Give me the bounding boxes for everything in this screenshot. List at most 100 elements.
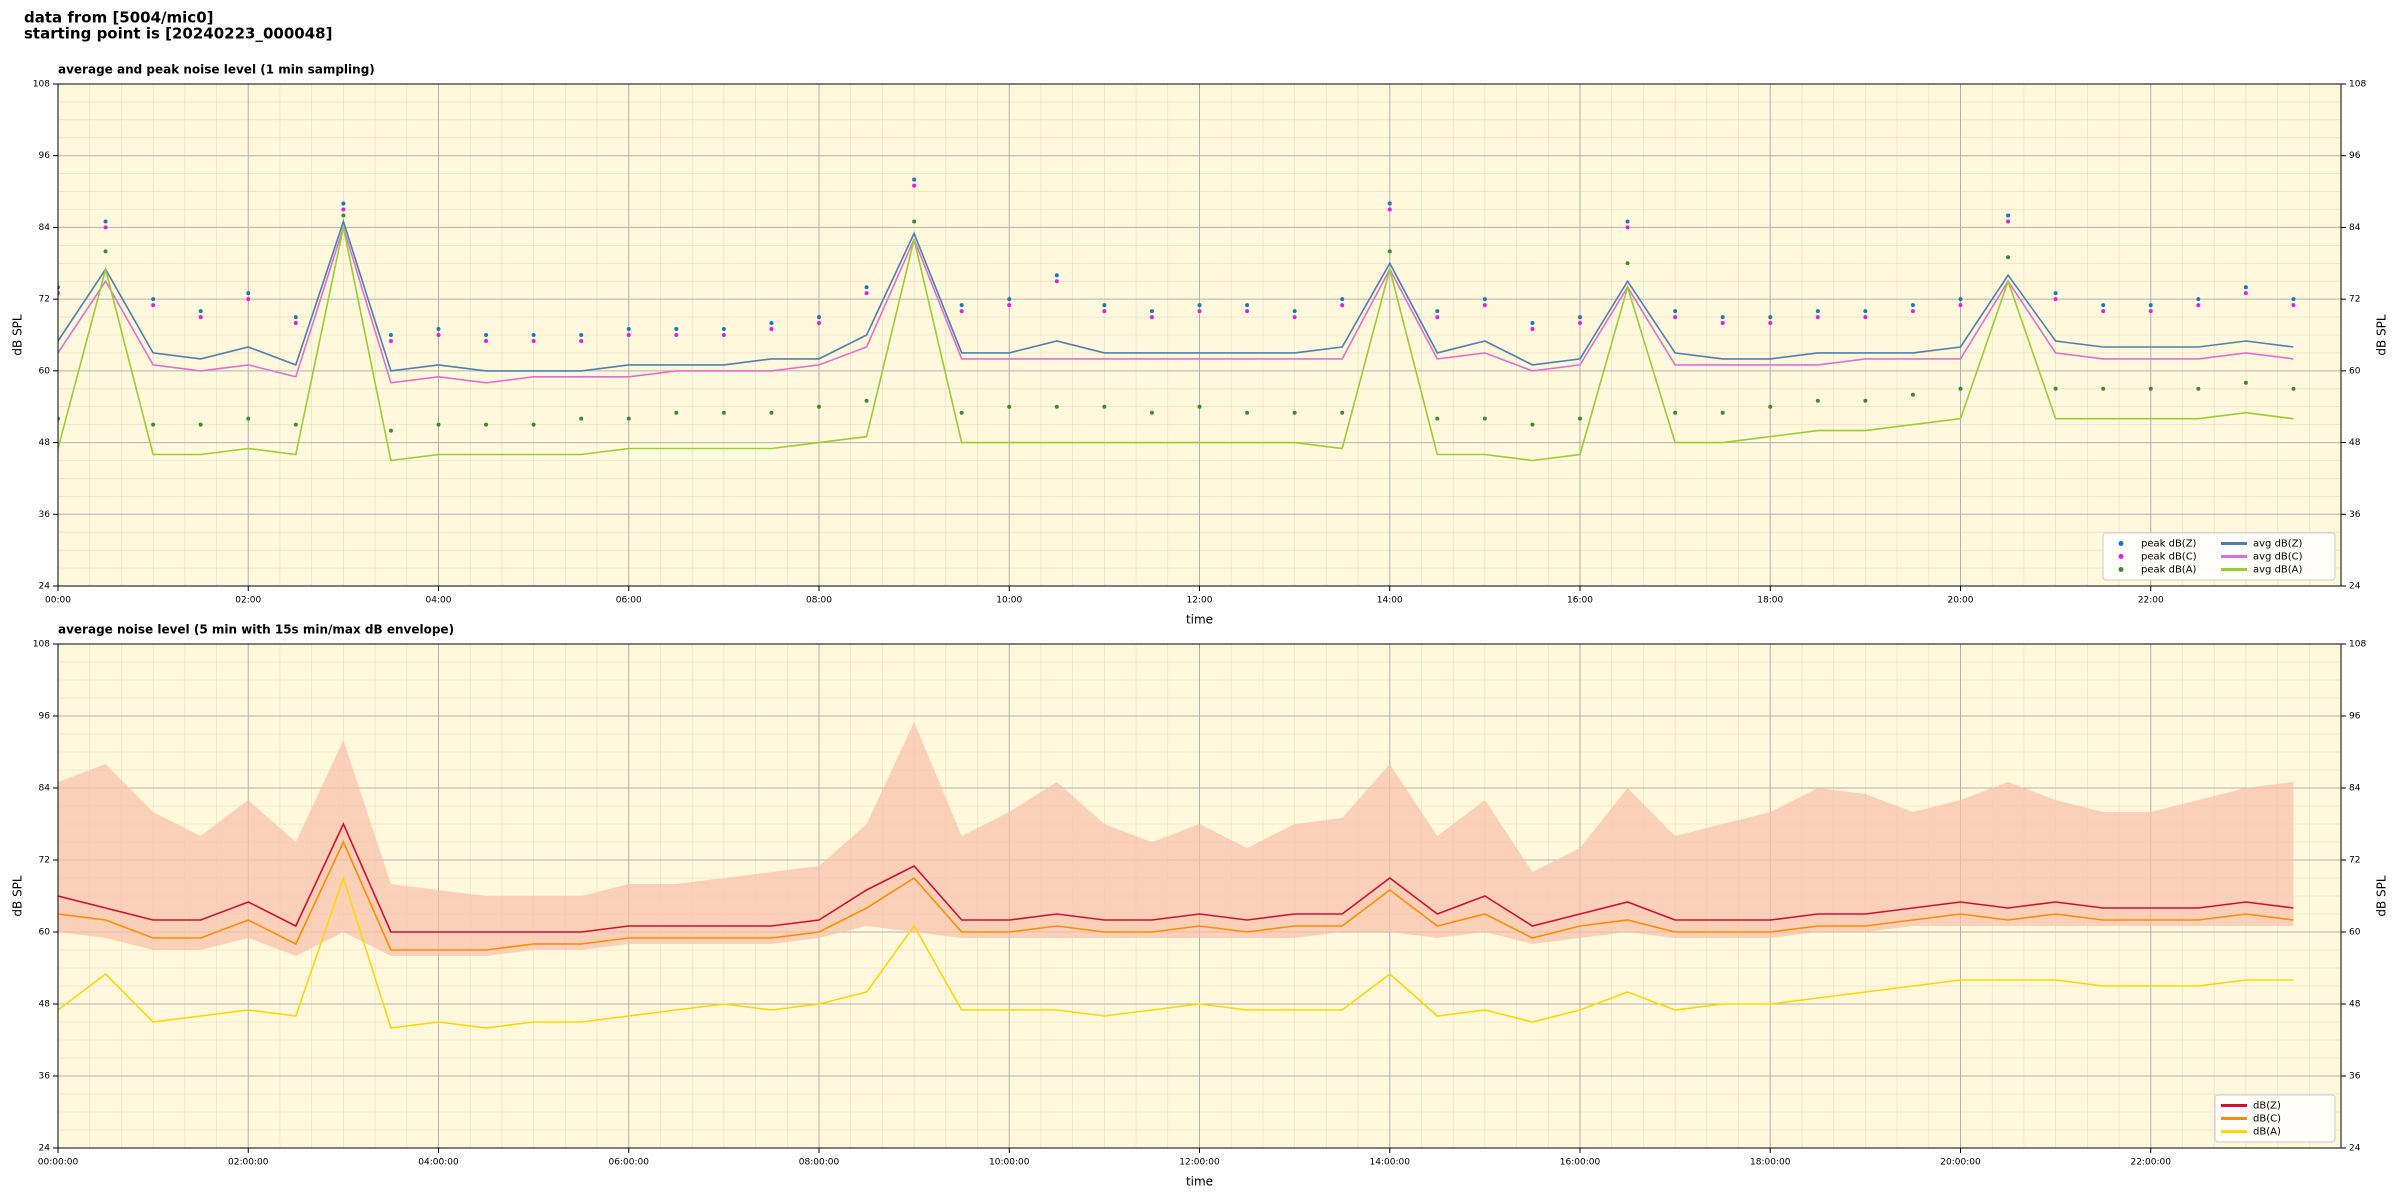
peak-point: [1768, 404, 1773, 409]
peak-point: [531, 338, 536, 343]
peak-point: [1340, 410, 1345, 415]
peak-point: [1530, 327, 1535, 332]
peak-point: [1387, 249, 1392, 254]
x-tick-label: 00:00:00: [38, 1158, 79, 1168]
peak-point: [912, 219, 917, 224]
x-tick-label: 04:00: [426, 596, 452, 606]
y-tick-label: 108: [33, 640, 50, 650]
peak-point: [912, 183, 917, 188]
peak-point: [2243, 380, 2248, 385]
y2-tick-label: 108: [2349, 640, 2366, 650]
peak-point: [2053, 291, 2058, 296]
y2-tick-label: 72: [2349, 295, 2360, 305]
peak-point: [388, 338, 393, 343]
peak-point: [246, 416, 251, 421]
legend-marker: [2118, 554, 2124, 559]
legend-label: avg dB(Z): [2253, 539, 2303, 550]
peak-point: [103, 225, 108, 230]
peak-point: [1482, 303, 1487, 308]
y2-tick-label: 84: [2349, 784, 2361, 794]
peak-point: [2101, 386, 2106, 391]
peak-point: [1245, 303, 1250, 308]
y-tick-label: 60: [39, 366, 51, 376]
peak-point: [1720, 321, 1725, 326]
peak-point: [1482, 416, 1487, 421]
y-tick-label: 72: [39, 856, 50, 866]
x-tick-label: 16:00:00: [1560, 1158, 1601, 1168]
peak-point: [1863, 398, 1868, 403]
peak-point: [341, 207, 346, 212]
peak-point: [1815, 315, 1820, 320]
peak-point: [1292, 309, 1297, 314]
peak-point: [2053, 297, 2058, 302]
peak-point: [2196, 386, 2201, 391]
legend-label: peak dB(C): [2141, 552, 2197, 563]
chart: 24 24 36 36 48 48 60 60 72 72 84 84 96 96 108 108 00:00:…: [11, 623, 2389, 1189]
peak-point: [293, 422, 298, 427]
x-tick-label: 00:00: [45, 596, 71, 606]
y-tick-label: 48: [39, 1000, 51, 1010]
y2-tick-label: 48: [2349, 438, 2361, 448]
peak-point: [1578, 416, 1582, 421]
y-tick-label: 96: [39, 151, 51, 161]
peak-point: [959, 410, 964, 415]
legend-label: peak dB(A): [2141, 565, 2197, 576]
plot-frame: [57, 83, 2342, 587]
peak-point: [103, 249, 108, 254]
peak-point: [293, 321, 298, 326]
peak-point: [769, 410, 774, 415]
y2-tick-label: 36: [2349, 510, 2361, 520]
peak-point: [198, 309, 203, 314]
peak-point: [864, 291, 869, 296]
y-tick-label: 24: [39, 1144, 51, 1154]
peak-point: [1673, 410, 1678, 415]
series-group: [58, 177, 2296, 462]
peak-point: [198, 315, 203, 320]
legend-marker: [2118, 567, 2124, 572]
plot-frame: [57, 643, 2342, 1149]
legend-marker: [2118, 541, 2124, 546]
x-tick-label: 04:00:00: [418, 1158, 459, 1168]
peak-point: [1340, 303, 1345, 308]
peak-point: [1530, 422, 1535, 427]
x-axis-label: time: [1186, 613, 1213, 627]
peak-point: [674, 333, 679, 337]
peak-point: [2291, 297, 2296, 302]
peak-point: [1625, 261, 1630, 266]
peak-point: [2291, 303, 2296, 308]
peak-point: [246, 297, 251, 302]
header-line: data from [5004/mic0]: [24, 9, 214, 27]
y2-tick-label: 24: [2349, 582, 2361, 592]
peak-point: [2006, 255, 2011, 260]
peak-point: [531, 422, 536, 427]
peak-point: [341, 213, 346, 218]
peak-point: [959, 309, 964, 314]
x-tick-label: 08:00:00: [799, 1158, 840, 1168]
y-tick-label: 108: [33, 80, 50, 90]
chart-title: average and peak noise level (1 min samp…: [58, 63, 375, 77]
y2-tick-label: 24: [2349, 1144, 2361, 1154]
legend-label: peak dB(Z): [2141, 539, 2197, 550]
x-tick-label: 10:00: [996, 596, 1022, 606]
y-tick-label: 36: [39, 510, 51, 520]
peak-point: [1958, 297, 1963, 302]
x-tick-label: 14:00:00: [1370, 1158, 1411, 1168]
x-tick-label: 12:00: [1187, 596, 1213, 606]
series-line: [58, 227, 2294, 462]
peak-point: [1149, 315, 1154, 320]
series-line: [58, 218, 2294, 372]
peak-point: [2101, 309, 2106, 314]
peak-point: [1102, 303, 1107, 308]
peak-point: [2196, 297, 2201, 302]
peak-point: [817, 315, 821, 320]
peak-point: [1054, 279, 1059, 284]
peak-point: [388, 428, 393, 433]
x-tick-label: 10:00:00: [989, 1158, 1030, 1168]
peak-point: [436, 422, 441, 427]
peak-point: [1435, 315, 1440, 320]
peak-point: [1387, 207, 1392, 212]
peak-point: [1910, 303, 1915, 308]
peak-point: [1768, 315, 1773, 320]
y2-tick-label: 96: [2349, 712, 2361, 722]
